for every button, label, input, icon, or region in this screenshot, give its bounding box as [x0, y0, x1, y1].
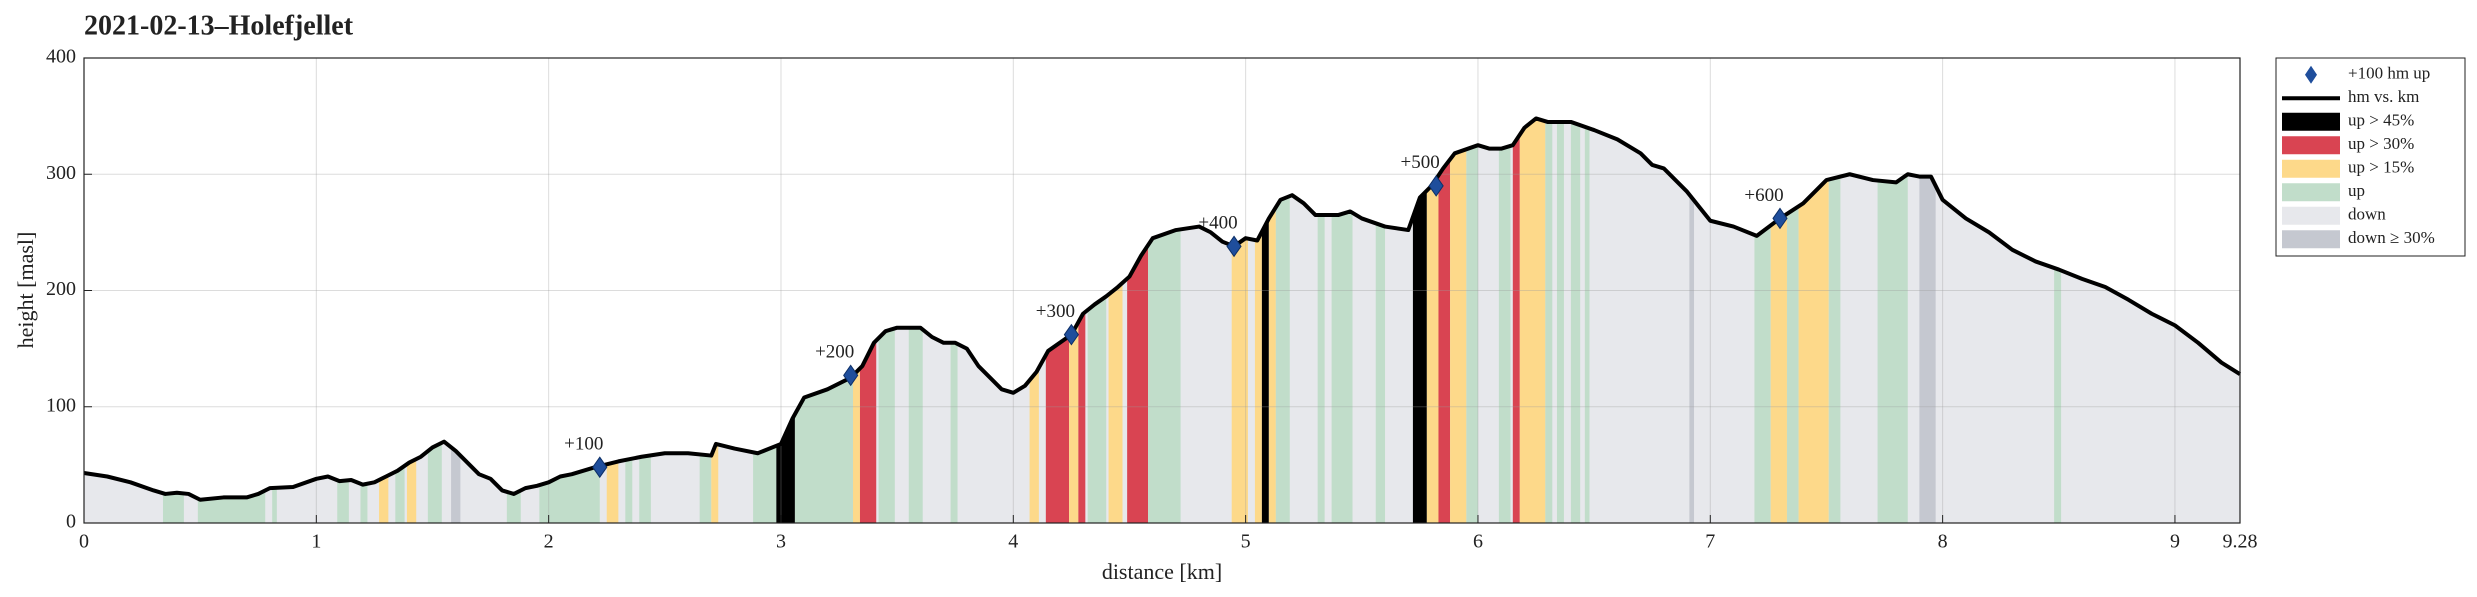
marker: [1063, 323, 1080, 346]
y-tick-label: 200: [46, 278, 76, 300]
legend-label: up > 45%: [2348, 111, 2414, 130]
x-tick-label: 5: [1241, 531, 1251, 553]
slope-band: [1919, 118, 1936, 523]
slope-band: [1498, 118, 1511, 523]
legend-label: +100 hm up: [2348, 64, 2430, 83]
y-tick-label: 100: [46, 394, 76, 416]
marker-label: +100: [564, 434, 603, 455]
slope-band: [1412, 118, 1427, 523]
marker: [592, 456, 608, 479]
slope-band: [1375, 118, 1386, 523]
slope-band: [1268, 118, 1276, 523]
marker: [843, 364, 859, 387]
legend-marker: [2305, 65, 2317, 84]
y-tick-label: 0: [66, 511, 76, 533]
x-tick-label: 9.28: [2223, 531, 2258, 553]
legend-swatch: [2282, 112, 2340, 131]
x-tick-label: 1: [311, 531, 321, 553]
slope-band: [1519, 118, 1546, 523]
marker: [1226, 235, 1242, 258]
legend-swatch: [2282, 230, 2340, 249]
plot-area: +100 +200 +300 +400 +500 +600 0 1 2 3 4 5 6 7 8 9 9.28 0 1…: [46, 46, 2258, 553]
legend-swatch: [2282, 136, 2340, 155]
legend-label: down ≥ 30%: [2348, 228, 2435, 247]
chart-title: 2021-02-13–Holefjellet: [84, 10, 354, 41]
legend: +100 hm up hm vs. km up > 45% up > 30% up > …: [2275, 57, 2466, 257]
slope-band: [1570, 118, 1581, 523]
slope-band: [1275, 118, 1290, 523]
slope-band: [1877, 118, 1908, 523]
x-tick-label: 6: [1473, 531, 1483, 553]
x-tick-label: 9: [2170, 531, 2180, 553]
slope-band: [1584, 118, 1590, 523]
slope-band: [1545, 118, 1553, 523]
marker-label: +400: [1198, 213, 1237, 234]
slope-band: [1512, 118, 1520, 523]
legend-swatch: [2282, 183, 2340, 202]
marker-label: +200: [815, 342, 854, 363]
y-axis-label: height [masl]: [13, 232, 38, 349]
legend-label: down: [2348, 205, 2386, 224]
y-tick-label: 300: [46, 162, 76, 184]
slope-band: [1078, 118, 1086, 523]
marker-label: +300: [1036, 301, 1075, 322]
marker: [1772, 207, 1788, 230]
x-tick-label: 3: [776, 531, 786, 553]
x-tick-label: 8: [1938, 531, 1948, 553]
slope-band: [1450, 118, 1467, 523]
x-tick-label: 4: [1008, 531, 1018, 553]
slope-band: [1438, 118, 1451, 523]
profile-line: [83, 116, 2242, 502]
marker-label: +500: [1401, 152, 1440, 173]
slope-band: [1317, 118, 1325, 523]
slope-band: [1466, 118, 1478, 523]
marker: [1428, 175, 1444, 197]
legend-swatch: [2282, 159, 2340, 178]
slope-band: [1689, 118, 1695, 523]
legend-label: up: [2348, 181, 2365, 200]
legend-label: up > 30%: [2348, 134, 2414, 153]
slope-band: [1331, 118, 1353, 523]
slope-band: [1786, 118, 1799, 523]
legend-swatch: [2282, 206, 2340, 225]
slope-band: [2054, 118, 2062, 523]
x-tick-label: 2: [544, 531, 554, 553]
x-axis-label: distance [km]: [1102, 559, 1222, 584]
slope-band: [1261, 118, 1269, 523]
y-tick-label: 400: [46, 46, 76, 68]
x-tick-label: 7: [1705, 531, 1715, 553]
slope-band: [1828, 118, 1841, 523]
slope-band: [1254, 118, 1262, 523]
x-tick-label: 0: [79, 531, 89, 553]
slope-band: [1556, 118, 1564, 523]
legend-label: up > 15%: [2348, 158, 2414, 177]
marker-label: +600: [1744, 185, 1783, 206]
slope-band: [1426, 118, 1439, 523]
legend-label: hm vs. km: [2348, 87, 2419, 106]
